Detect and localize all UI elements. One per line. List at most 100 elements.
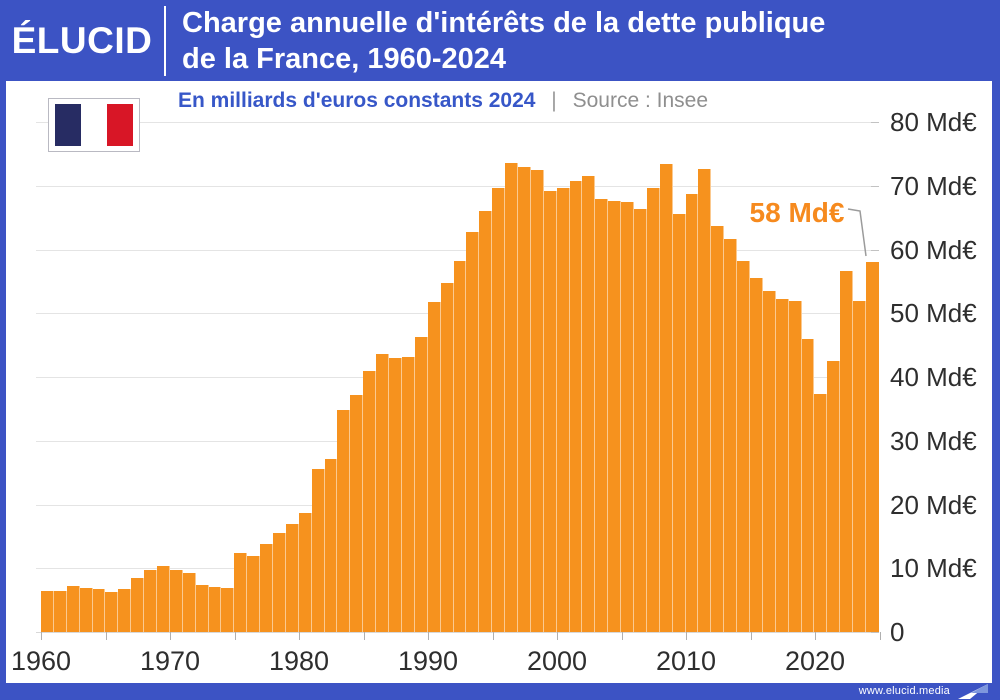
bar-2009 — [672, 213, 686, 632]
y-axis-label-50: 50 Md€ — [890, 298, 977, 329]
elucid-logo: ÉLUCID — [11, 19, 153, 61]
y-axis-label-20: 20 Md€ — [890, 489, 977, 520]
annotation-callout-line — [847, 208, 867, 257]
y-axis-label-40: 40 Md€ — [890, 362, 977, 392]
source-label: Source : Insee — [572, 89, 709, 112]
x-axis-tick-2020 — [815, 632, 816, 640]
bar-series — [41, 122, 880, 632]
bar-2000 — [556, 188, 570, 632]
x-axis-tick-2005 — [621, 632, 623, 640]
bar-2005 — [621, 202, 634, 632]
bar-1972 — [195, 584, 209, 632]
x-axis-label-1970: 1970 — [139, 646, 201, 676]
x-axis-tick-1965 — [105, 632, 107, 640]
x-axis-label-2020: 2020 — [784, 646, 846, 676]
x-axis-label-2000: 2000 — [526, 646, 588, 676]
bar-2015 — [749, 277, 763, 632]
elucid-logo-box: ÉLUCID — [0, 5, 166, 76]
bar-1990 — [427, 302, 441, 632]
bar-1964 — [92, 588, 106, 632]
bar-1984 — [350, 394, 364, 632]
x-axis-label-2010: 2010 — [655, 646, 717, 676]
gridline-70 — [36, 185, 879, 187]
bar-1998 — [530, 170, 544, 632]
bar-2006 — [633, 208, 647, 632]
bar-1962 — [66, 586, 80, 632]
bar-1985 — [363, 370, 377, 632]
bar-1986 — [376, 354, 390, 632]
bar-1974 — [221, 588, 235, 632]
bar-1978 — [273, 533, 286, 632]
bar-1976 — [247, 555, 261, 632]
y-axis-tick-60 — [871, 249, 879, 251]
bar-1966 — [118, 588, 132, 632]
flag-stripe-red — [107, 104, 133, 146]
x-axis-tick-2015 — [750, 632, 752, 640]
bar-2014 — [737, 260, 750, 632]
y-axis-label-70: 70 Md€ — [890, 170, 977, 201]
bar-2016 — [762, 290, 776, 632]
bar-1961 — [53, 591, 67, 632]
france-flag-icon — [48, 98, 140, 152]
bar-1996 — [505, 162, 518, 632]
bar-2017 — [775, 299, 789, 632]
x-axis-tick-2010 — [686, 632, 687, 640]
y-axis-label-30: 30 Md€ — [890, 425, 977, 456]
bar-1999 — [543, 190, 557, 632]
x-axis-tick-1980 — [299, 632, 300, 640]
flag-stripe-blue — [55, 104, 81, 146]
x-axis-label-1990: 1990 — [397, 646, 459, 676]
y-axis-tick-70 — [871, 185, 879, 187]
bar-2011 — [698, 168, 712, 632]
x-axis-tick-1960 — [41, 632, 42, 640]
bar-1973 — [208, 587, 222, 632]
bar-2007 — [646, 187, 660, 632]
bar-2019 — [801, 339, 815, 632]
annotation-value-label: 58 Md€ — [749, 197, 845, 228]
subtitle-row: En milliards d'euros constants 2024 | So… — [178, 89, 708, 113]
bar-2013 — [724, 239, 738, 632]
bar-1987 — [389, 357, 402, 632]
x-axis-label-1960: 1960 — [10, 646, 72, 676]
bar-1995 — [492, 187, 506, 632]
bar-2008 — [659, 164, 673, 632]
bar-2018 — [788, 301, 802, 632]
flag-stripe-white — [81, 104, 107, 146]
bar-1971 — [182, 573, 196, 632]
bar-1994 — [479, 211, 493, 632]
bar-2002 — [582, 176, 596, 632]
bar-1992 — [453, 260, 467, 632]
x-axis-tick-2000 — [557, 632, 558, 640]
bar-2004 — [608, 201, 622, 632]
x-axis-tick-1975 — [234, 632, 236, 640]
title-box: Charge annuelle d'intérêts de la dette p… — [166, 5, 825, 77]
header: ÉLUCID Charge annuelle d'intérêts de la … — [0, 0, 1000, 81]
y-axis-label-0: 0 — [890, 617, 905, 647]
bar-2023 — [853, 301, 866, 632]
bar-1988 — [401, 356, 415, 632]
x-axis-tick-1970 — [170, 632, 171, 640]
bar-1980 — [298, 512, 312, 632]
chart-title-line2: de la France, 1960-2024 — [182, 42, 507, 75]
footer-url: www.elucid.media — [858, 685, 950, 697]
y-axis-label-10: 10 Md€ — [890, 553, 977, 584]
y-axis-tick-80 — [871, 122, 879, 123]
x-axis-label-1980: 1980 — [268, 646, 330, 676]
x-axis-tick-1990 — [428, 632, 429, 640]
y-axis-label-80: 80 Md€ — [890, 107, 977, 137]
bar-2012 — [711, 225, 725, 632]
gridline-60 — [36, 249, 879, 251]
bar-1993 — [466, 232, 480, 632]
x-axis-baseline — [36, 632, 879, 633]
x-axis-tick-1985 — [363, 632, 365, 640]
y-axis-tick-0 — [871, 632, 879, 633]
x-axis-tick-2025 — [879, 632, 881, 640]
bar-1991 — [440, 282, 454, 632]
bar-2010 — [685, 194, 699, 632]
y-axis-label-60: 60 Md€ — [890, 234, 977, 265]
bar-1997 — [517, 166, 531, 632]
bar-1969 — [157, 565, 170, 632]
bar-2020 — [814, 393, 828, 632]
bar-1979 — [285, 523, 299, 632]
